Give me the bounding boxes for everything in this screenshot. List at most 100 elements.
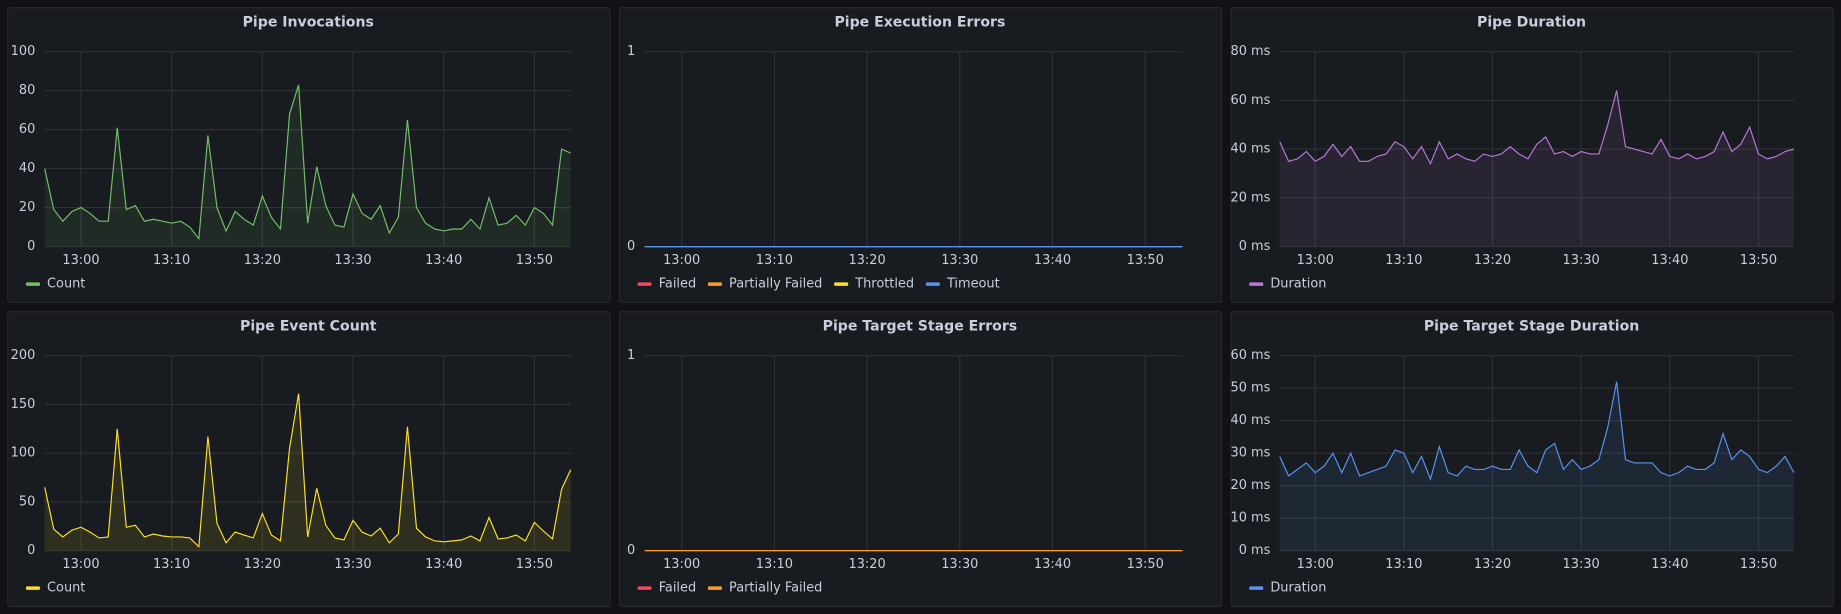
- x-tick-label: 13:20: [1474, 557, 1511, 572]
- panel-title: Pipe Execution Errors: [834, 14, 1005, 30]
- panel-title: Pipe Target Stage Errors: [823, 318, 1018, 334]
- legend-label: Count: [47, 581, 85, 596]
- x-tick-label: 13:00: [62, 253, 99, 268]
- legend-swatch: [925, 282, 940, 286]
- legend-swatch: [1249, 586, 1264, 590]
- y-tick-label: 10 ms: [1231, 511, 1271, 526]
- x-tick-label: 13:30: [1563, 557, 1600, 572]
- x-tick-label: 13:10: [1385, 557, 1422, 572]
- x-tick-label: 13:00: [1297, 253, 1334, 268]
- legend-label: Partially Failed: [729, 277, 822, 292]
- y-tick-label: 1: [627, 44, 635, 59]
- y-tick-label: 150: [11, 397, 36, 412]
- y-tick-label: 80: [19, 83, 35, 98]
- legend-label: Duration: [1270, 277, 1326, 292]
- series-area: [1279, 381, 1794, 551]
- y-tick-label: 1: [627, 348, 635, 363]
- x-tick-label: 13:50: [1127, 253, 1164, 268]
- x-tick-label: 13:30: [1563, 253, 1600, 268]
- series-line: [44, 393, 572, 548]
- x-tick-label: 13:20: [244, 253, 281, 268]
- y-tick-label: 50: [19, 494, 35, 509]
- legend-label: Duration: [1270, 581, 1326, 596]
- x-tick-label: 13:30: [941, 253, 978, 268]
- x-tick-label: 13:00: [62, 557, 99, 572]
- x-tick-label: 13:10: [153, 253, 190, 268]
- y-tick-label: 0: [27, 543, 35, 558]
- y-tick-label: 60: [19, 122, 35, 137]
- x-tick-label: 13:30: [334, 253, 371, 268]
- panel: Pipe Event Count 0 50 100 150 200 13:00 13:10 13…: [7, 311, 611, 607]
- y-tick-label: 0: [627, 239, 635, 254]
- series-area: [44, 84, 571, 247]
- legend-label: Throttled: [854, 277, 914, 292]
- panel-title: Pipe Invocations: [243, 14, 374, 30]
- y-tick-label: 0 ms: [1239, 239, 1271, 254]
- y-tick-label: 40 ms: [1231, 413, 1271, 428]
- legend-label: Failed: [659, 581, 696, 596]
- x-tick-label: 13:20: [244, 557, 281, 572]
- x-tick-label: 13:20: [1474, 253, 1511, 268]
- legend-swatch: [637, 586, 652, 590]
- x-tick-label: 13:10: [1385, 253, 1422, 268]
- x-tick-label: 13:50: [1740, 557, 1777, 572]
- legend-swatch: [25, 282, 41, 286]
- x-tick-label: 13:30: [334, 557, 371, 572]
- x-tick-label: 13:40: [1651, 557, 1688, 572]
- x-tick-label: 13:10: [756, 557, 793, 572]
- y-tick-label: 60 ms: [1231, 93, 1271, 108]
- legend-label: Partially Failed: [729, 581, 822, 596]
- series-line: [1279, 381, 1795, 482]
- panel-title: Pipe Duration: [1477, 14, 1586, 30]
- x-tick-label: 13:00: [663, 557, 700, 572]
- panel: Pipe Invocations 0 20 40 60 80 100 13:00 13:10 13…: [7, 7, 611, 303]
- legend-label: Failed: [659, 277, 696, 292]
- x-tick-label: 13:00: [663, 253, 700, 268]
- x-tick-label: 13:40: [1034, 557, 1071, 572]
- legend-swatch: [707, 586, 722, 590]
- panel-title: Pipe Event Count: [240, 318, 377, 334]
- y-tick-label: 30 ms: [1231, 446, 1271, 461]
- x-tick-label: 13:30: [941, 557, 978, 572]
- y-tick-label: 20 ms: [1231, 190, 1271, 205]
- y-tick-label: 60 ms: [1231, 348, 1271, 363]
- legend-swatch: [1249, 282, 1264, 286]
- x-tick-label: 13:50: [1740, 253, 1777, 268]
- panel-title: Pipe Target Stage Duration: [1424, 318, 1639, 334]
- legend-swatch: [834, 282, 849, 286]
- x-tick-label: 13:40: [425, 557, 462, 572]
- panel: Pipe Duration 0 ms 20 ms 40 ms 60 ms 80 ms 13:…: [1230, 7, 1834, 303]
- x-tick-label: 13:50: [516, 253, 553, 268]
- y-tick-label: 50 ms: [1231, 381, 1271, 396]
- legend-swatch: [637, 282, 652, 286]
- y-tick-label: 20 ms: [1231, 478, 1271, 493]
- y-tick-label: 20: [19, 200, 35, 215]
- panel-frame: [618, 311, 1223, 607]
- panel: Pipe Target Stage Duration 0 ms 10 ms 20 ms…: [1230, 311, 1834, 607]
- y-tick-label: 40: [19, 161, 35, 176]
- series-line: [1279, 90, 1795, 166]
- legend-label: Count: [47, 277, 85, 292]
- y-tick-label: 0: [627, 543, 635, 558]
- y-tick-label: 0 ms: [1239, 543, 1271, 558]
- y-tick-label: 0: [27, 239, 35, 254]
- legend-swatch: [707, 282, 722, 286]
- panel-frame: [1230, 7, 1834, 303]
- y-tick-label: 80 ms: [1231, 44, 1271, 59]
- panel: Pipe Target Stage Errors 0 1 13:00 13:10 13:2…: [618, 311, 1223, 607]
- y-tick-label: 100: [11, 44, 36, 59]
- series-line: [44, 84, 571, 241]
- panel-frame: [1230, 311, 1834, 607]
- x-tick-label: 13:10: [153, 557, 190, 572]
- y-tick-label: 200: [11, 348, 36, 363]
- y-tick-label: 40 ms: [1231, 142, 1271, 157]
- x-tick-label: 13:40: [1034, 253, 1071, 268]
- legend-swatch: [25, 586, 41, 590]
- panel-frame: [7, 311, 611, 607]
- legend-label: Timeout: [946, 277, 1000, 292]
- x-tick-label: 13:40: [1651, 253, 1688, 268]
- x-tick-label: 13:40: [425, 253, 462, 268]
- panel-frame: [618, 7, 1223, 303]
